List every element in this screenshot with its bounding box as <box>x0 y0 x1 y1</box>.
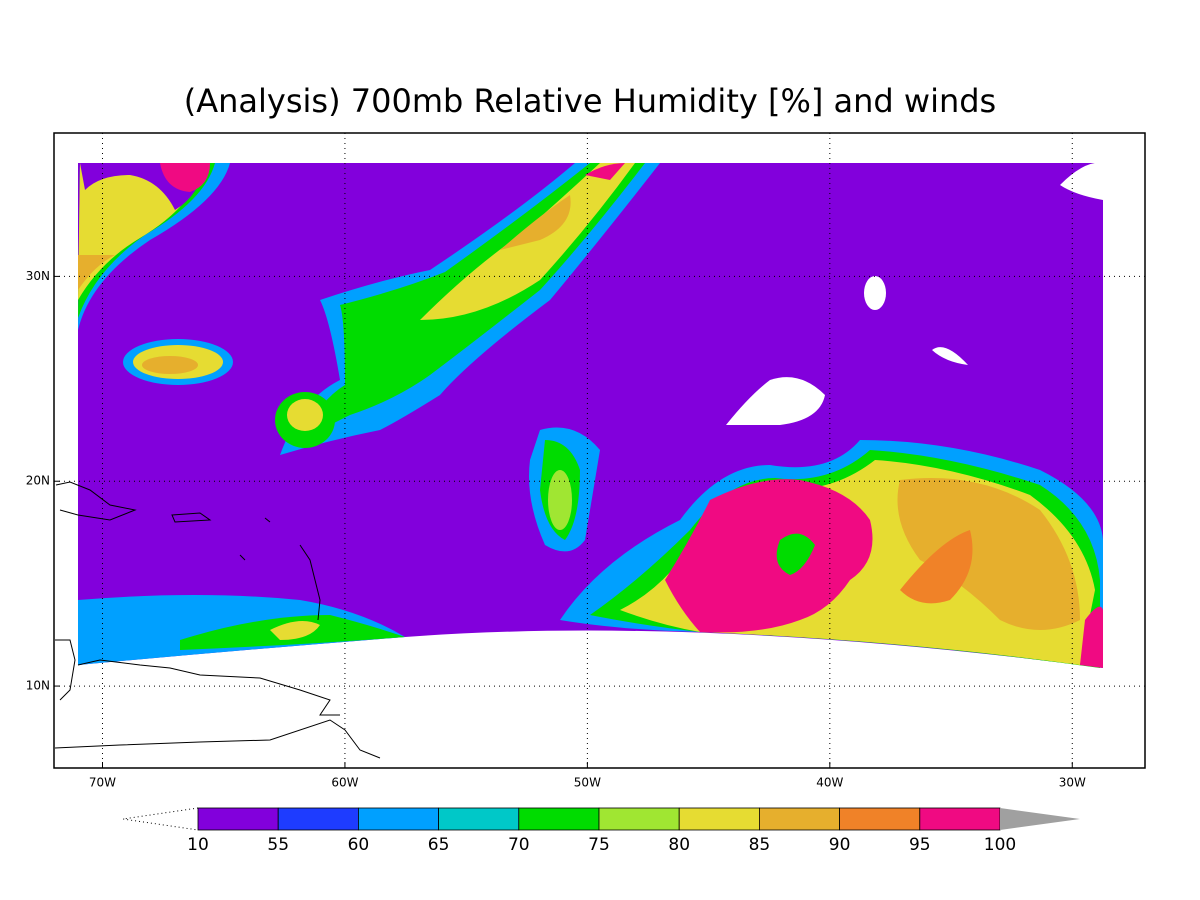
field-blob <box>548 470 572 530</box>
colorbar: 10 55 60 65 70 75 80 85 90 95 100 <box>122 807 1080 855</box>
y-tick-label: 30N <box>26 269 50 283</box>
colorbar-label: 100 <box>984 835 1016 855</box>
colorbar-label: 70 <box>508 835 530 855</box>
field-blob <box>160 163 210 192</box>
axes: 70W 60W 50W 40W 30W 30N 20N 10N <box>26 132 1146 790</box>
field-blob <box>500 195 571 250</box>
coastline <box>239 517 321 621</box>
field-blob <box>78 255 115 290</box>
field-gap <box>932 347 968 365</box>
colorbar-label: 75 <box>588 835 610 855</box>
colorbar-label: 10 <box>187 835 209 855</box>
y-tick-label: 10N <box>26 679 50 693</box>
colorbar-segment <box>839 807 921 831</box>
colorbar-segment <box>277 807 359 831</box>
field-gap <box>864 276 886 310</box>
field-blob <box>142 356 198 374</box>
coastline <box>54 639 381 759</box>
colorbar-segment <box>357 807 439 831</box>
colorbar-segment <box>438 807 520 831</box>
x-tick-label: 60W <box>331 776 358 790</box>
x-tick-label: 50W <box>574 776 601 790</box>
field-gap <box>1060 162 1103 200</box>
field-blob <box>585 163 625 180</box>
field-blob <box>665 479 873 633</box>
colorbar-label: 60 <box>348 835 370 855</box>
x-tick-label: 40W <box>816 776 843 790</box>
colorbar-segment <box>518 807 600 831</box>
humidity-field <box>78 162 1103 668</box>
under-arrow <box>122 807 199 831</box>
map-frame <box>53 132 1146 769</box>
field-blob <box>900 530 973 604</box>
colorbar-segment <box>197 807 279 831</box>
field-blob <box>776 533 815 575</box>
y-tick-label: 20N <box>26 474 50 488</box>
colorbar-label: 55 <box>267 835 289 855</box>
title: (Analysis) 700mb Relative Humidity [%] a… <box>184 82 996 120</box>
coastline <box>55 481 137 521</box>
colorbar-label: 95 <box>909 835 931 855</box>
colorbar-segment <box>759 807 841 831</box>
x-tick-label: 30W <box>1059 776 1086 790</box>
field-blob <box>270 621 320 640</box>
colorbar-label: 80 <box>668 835 690 855</box>
coastline <box>171 512 212 523</box>
field-blob <box>287 399 323 431</box>
field-blob <box>1080 606 1103 668</box>
colorbar-label: 65 <box>428 835 450 855</box>
field-blob <box>897 478 1080 630</box>
over-arrow <box>1000 808 1080 830</box>
coastlines <box>54 481 381 759</box>
colorbar-segment <box>598 807 680 831</box>
colorbar-segment <box>919 807 1001 831</box>
coastline <box>77 659 340 716</box>
x-tick-label: 70W <box>89 776 116 790</box>
colorbar-segment <box>678 807 760 831</box>
colorbar-label: 90 <box>829 835 851 855</box>
field-gap <box>726 377 825 425</box>
colorbar-label: 85 <box>749 835 771 855</box>
